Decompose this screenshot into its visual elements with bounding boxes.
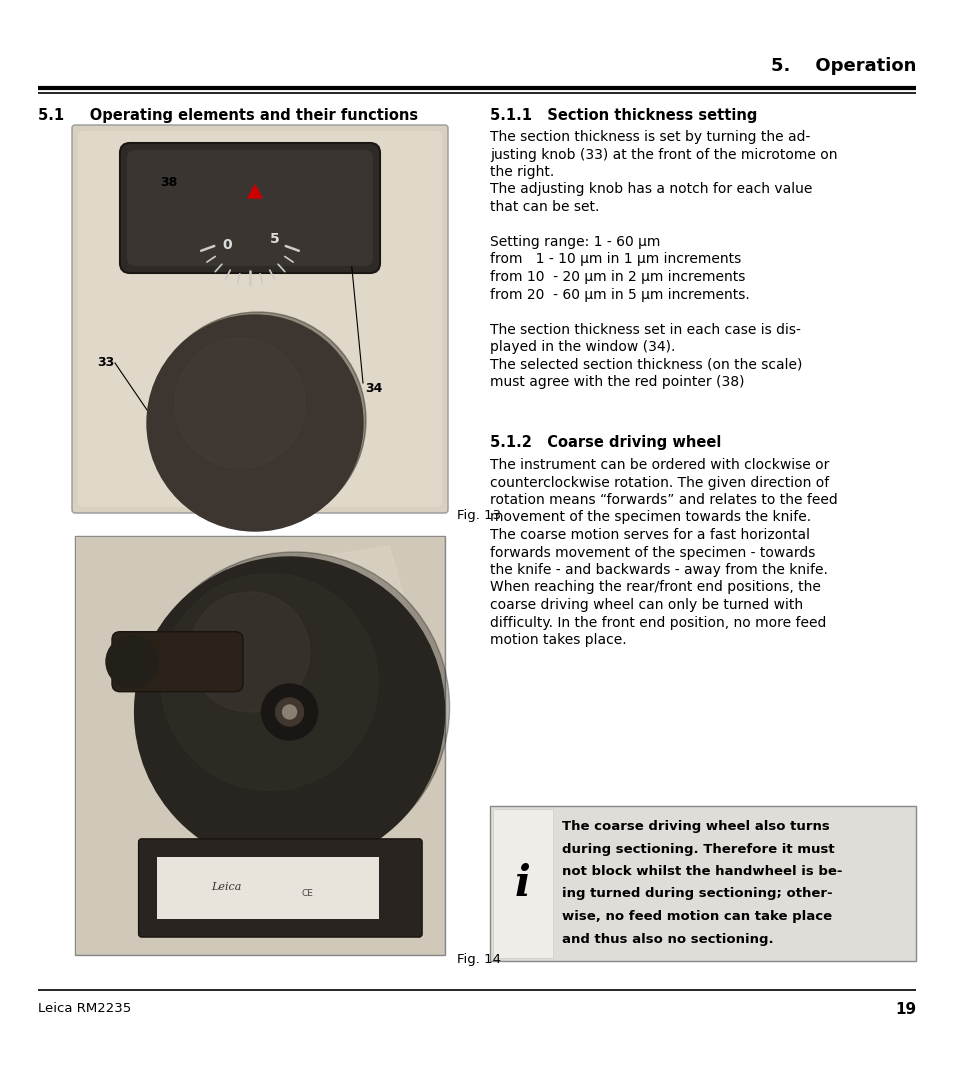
Text: that can be set.: that can be set. (490, 200, 598, 214)
Text: counterclockwise rotation. The given direction of: counterclockwise rotation. The given dir… (490, 475, 828, 489)
Text: from 10  - 20 μm in 2 μm increments: from 10 - 20 μm in 2 μm increments (490, 270, 744, 284)
Text: 38: 38 (160, 176, 177, 189)
Text: 5.1.2   Coarse driving wheel: 5.1.2 Coarse driving wheel (490, 435, 720, 450)
FancyBboxPatch shape (493, 809, 553, 958)
Text: The adjusting knob has a notch for each value: The adjusting knob has a notch for each … (490, 183, 812, 197)
Text: from 20  - 60 μm in 5 μm increments.: from 20 - 60 μm in 5 μm increments. (490, 287, 749, 301)
Text: 5: 5 (270, 232, 279, 246)
Text: forwards movement of the specimen - towards: forwards movement of the specimen - towa… (490, 545, 815, 559)
Text: 5.1     Operating elements and their functions: 5.1 Operating elements and their functio… (38, 108, 417, 123)
Circle shape (282, 705, 296, 719)
Text: Fig. 13: Fig. 13 (456, 509, 500, 522)
FancyBboxPatch shape (120, 143, 379, 273)
Text: the right.: the right. (490, 165, 554, 179)
Text: from   1 - 10 μm in 1 μm increments: from 1 - 10 μm in 1 μm increments (490, 253, 740, 267)
Polygon shape (248, 185, 262, 198)
Text: The coarse driving wheel also turns: The coarse driving wheel also turns (561, 820, 829, 833)
Text: during sectioning. Therefore it must: during sectioning. Therefore it must (561, 842, 834, 855)
FancyBboxPatch shape (112, 632, 243, 691)
FancyBboxPatch shape (76, 537, 443, 954)
Circle shape (150, 312, 366, 528)
Text: Setting range: 1 - 60 μm: Setting range: 1 - 60 μm (490, 235, 659, 249)
Text: The instrument can be ordered with clockwise or: The instrument can be ordered with clock… (490, 458, 828, 472)
Circle shape (147, 315, 363, 531)
Text: wise, no feed motion can take place: wise, no feed motion can take place (561, 910, 831, 923)
Circle shape (161, 573, 377, 791)
Text: justing knob (33) at the front of the microtome on: justing knob (33) at the front of the mi… (490, 148, 837, 162)
Text: The coarse motion serves for a fast horizontal: The coarse motion serves for a fast hori… (490, 528, 809, 542)
Text: 0: 0 (222, 238, 232, 252)
Text: difficulty. In the front end position, no more feed: difficulty. In the front end position, n… (490, 616, 825, 630)
Text: 5.1.1   Section thickness setting: 5.1.1 Section thickness setting (490, 108, 757, 123)
Circle shape (190, 592, 310, 712)
Text: 5.    Operation: 5. Operation (770, 57, 915, 75)
Text: and thus also no sectioning.: and thus also no sectioning. (561, 932, 773, 945)
Text: 34: 34 (365, 381, 382, 394)
Text: motion takes place.: motion takes place. (490, 633, 626, 647)
Text: the knife - and backwards - away from the knife.: the knife - and backwards - away from th… (490, 563, 827, 577)
Circle shape (275, 698, 303, 726)
FancyBboxPatch shape (156, 856, 378, 919)
Text: rotation means “forwards” and relates to the feed: rotation means “forwards” and relates to… (490, 492, 837, 507)
FancyBboxPatch shape (78, 131, 441, 507)
Text: played in the window (34).: played in the window (34). (490, 340, 675, 354)
Circle shape (174, 338, 305, 468)
Text: not block whilst the handwheel is be-: not block whilst the handwheel is be- (561, 865, 841, 878)
Text: The selected section thickness (on the scale): The selected section thickness (on the s… (490, 357, 801, 372)
Text: CE: CE (301, 889, 314, 899)
FancyBboxPatch shape (490, 806, 915, 961)
FancyBboxPatch shape (138, 839, 421, 937)
Text: coarse driving wheel can only be turned with: coarse driving wheel can only be turned … (490, 598, 802, 612)
Circle shape (106, 636, 158, 688)
Text: Fig. 14: Fig. 14 (456, 954, 500, 967)
Text: 33: 33 (97, 356, 114, 369)
Text: 19: 19 (894, 1002, 915, 1017)
Text: The section thickness is set by turning the ad-: The section thickness is set by turning … (490, 130, 809, 144)
Text: movement of the specimen towards the knife.: movement of the specimen towards the kni… (490, 511, 810, 525)
FancyBboxPatch shape (71, 125, 448, 513)
Text: The section thickness set in each case is dis-: The section thickness set in each case i… (490, 323, 800, 337)
Text: must agree with the red pointer (38): must agree with the red pointer (38) (490, 375, 743, 389)
Text: Leica RM2235: Leica RM2235 (38, 1002, 132, 1015)
FancyBboxPatch shape (127, 150, 373, 266)
Text: i: i (515, 863, 531, 905)
Circle shape (261, 684, 317, 740)
FancyBboxPatch shape (75, 536, 444, 955)
Circle shape (134, 557, 444, 867)
Circle shape (139, 552, 449, 862)
Text: ing turned during sectioning; other-: ing turned during sectioning; other- (561, 888, 832, 901)
Text: When reaching the rear/front end positions, the: When reaching the rear/front end positio… (490, 581, 820, 594)
Polygon shape (260, 546, 444, 787)
Text: Leica: Leica (212, 882, 242, 892)
